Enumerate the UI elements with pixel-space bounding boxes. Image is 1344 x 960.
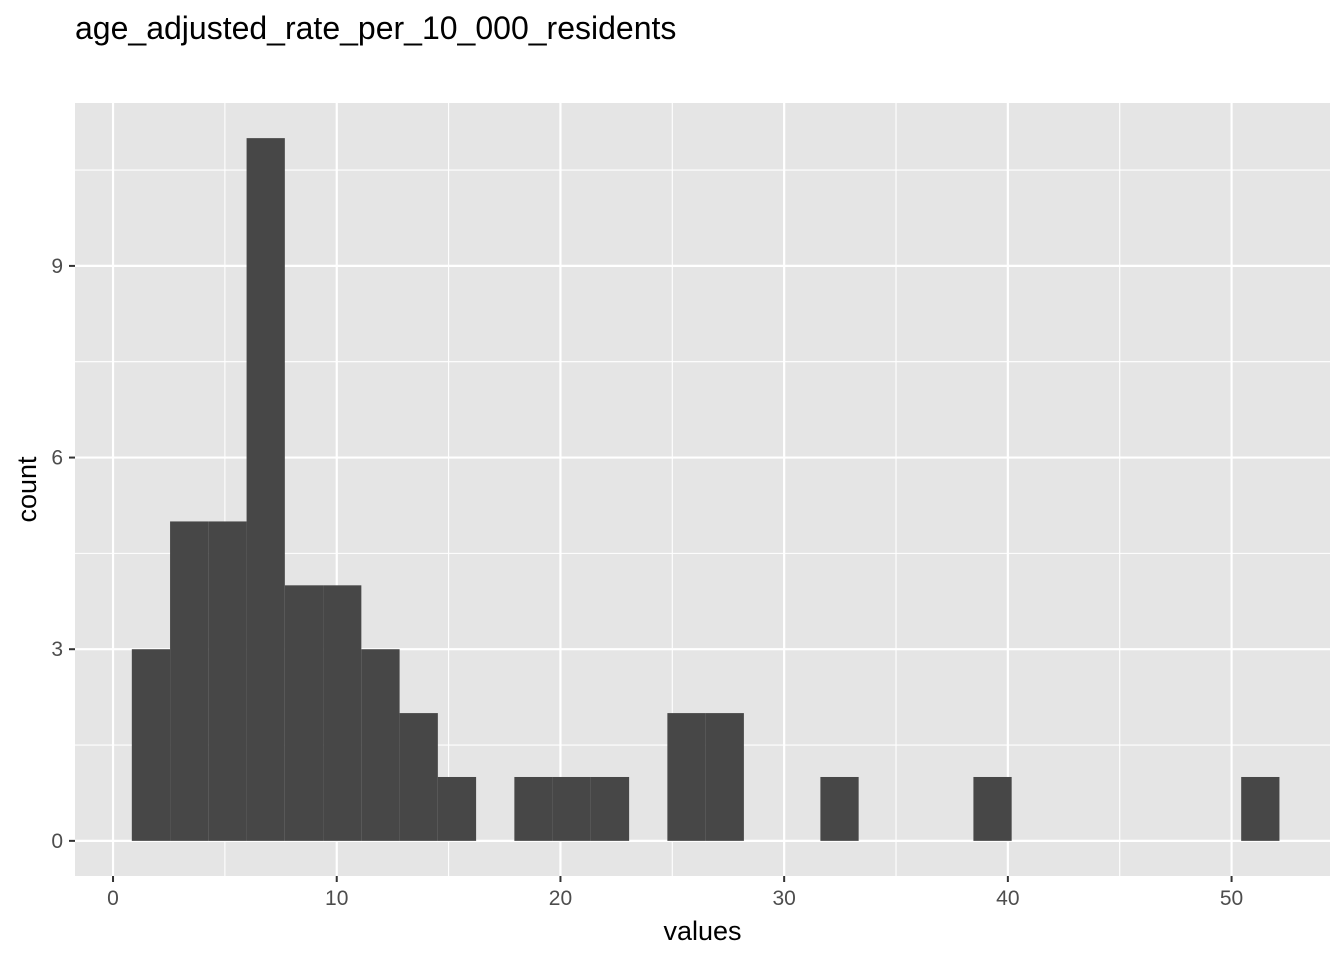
histogram-bar [667,713,706,841]
histogram-bar [399,713,438,841]
x-tick-label: 0 [107,887,119,910]
histogram-bar [437,776,477,841]
histogram-bar [1241,776,1280,841]
y-axis-title: count [12,456,42,523]
y-tick-label: 9 [51,255,63,278]
x-tick-label: 10 [325,887,348,910]
x-tick-label: 50 [1220,887,1243,910]
y-tick-label: 0 [51,830,63,853]
histogram-bar [246,138,285,841]
y-tick-label: 3 [51,638,63,661]
histogram-bar [131,649,171,841]
histogram-bar [973,776,1012,841]
histogram-bar [361,649,400,841]
y-tick-label: 6 [51,447,63,470]
histogram-bar [514,776,553,841]
axes: 0 10 20 30 40 50 0 3 6 9 [51,255,1243,910]
histogram-bar [323,585,362,841]
histogram-bar [170,521,209,841]
histogram-bar [820,776,859,841]
histogram-bars [131,138,1280,841]
histogram-bar [284,585,324,841]
x-tick-label: 30 [772,887,795,910]
histogram-bar [590,776,630,841]
histogram-bar [705,713,744,841]
x-tick-label: 40 [996,887,1019,910]
histogram-bar [208,521,247,841]
chart-title: age_adjusted_rate_per_10_000_residents [75,10,677,46]
x-tick-label: 20 [549,887,572,910]
x-axis-title: values [663,916,741,946]
histogram-bar [552,776,591,841]
